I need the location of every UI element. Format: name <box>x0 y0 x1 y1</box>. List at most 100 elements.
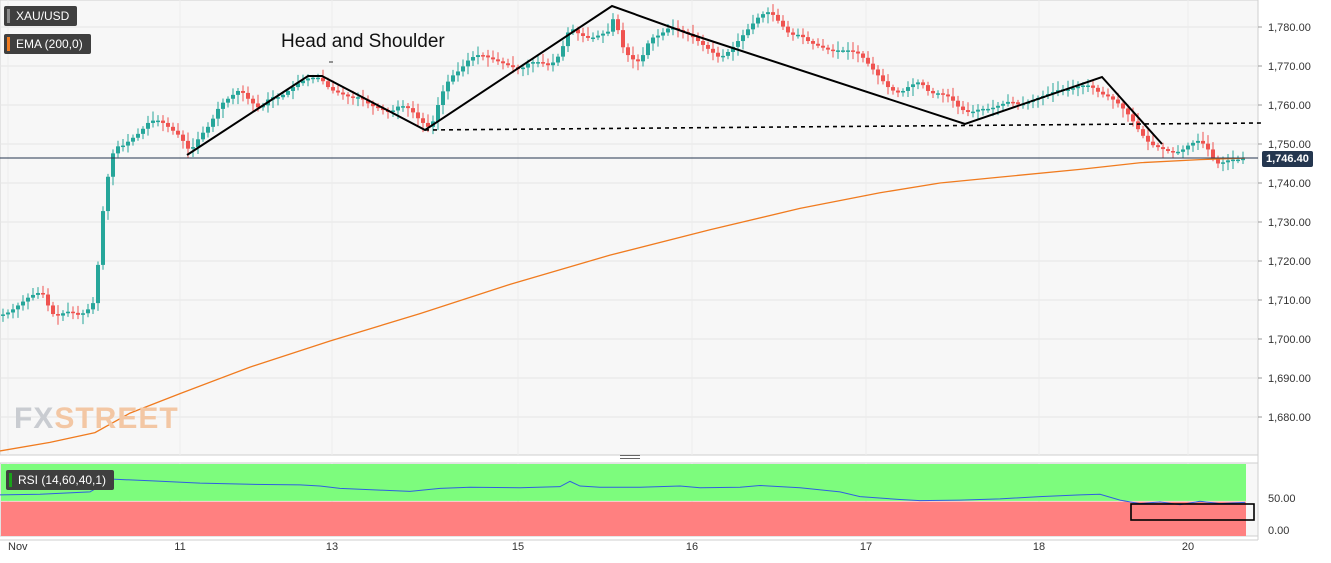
candle-body <box>1011 101 1015 104</box>
ema-legend-text: EMA (200,0) <box>16 37 83 51</box>
candle-body <box>696 37 700 42</box>
candle-body <box>241 90 245 93</box>
candle-body <box>791 32 795 35</box>
price-tick-label: 1,740.00 <box>1268 178 1311 190</box>
pane-resize-handle[interactable] <box>620 455 640 461</box>
candle-body <box>596 35 600 38</box>
candle-body <box>1186 145 1190 150</box>
candle-body <box>1076 86 1080 89</box>
pattern-annotation: Head and Shoulder <box>281 31 445 52</box>
candle-body <box>296 83 300 88</box>
price-tick-label: 1,720.00 <box>1268 256 1311 268</box>
candle-body <box>166 122 170 127</box>
rsi-oversold-zone <box>1 501 1246 536</box>
candle-body <box>1146 135 1150 142</box>
candle-body <box>331 87 335 91</box>
candle-body <box>501 61 505 64</box>
candle-body <box>291 87 295 91</box>
candle-body <box>756 17 760 24</box>
candle-body <box>481 55 485 57</box>
candle-body <box>471 57 475 61</box>
candle-body <box>846 50 850 52</box>
candle-body <box>136 133 140 138</box>
candle-body <box>771 12 775 15</box>
candle-body <box>346 94 350 97</box>
candle-body <box>861 53 865 58</box>
candle-body <box>911 84 915 88</box>
candle-body <box>231 94 235 99</box>
candle-body <box>906 87 910 91</box>
time-tick-label: Nov <box>8 541 28 553</box>
candle-body <box>1006 101 1010 104</box>
candle-body <box>606 31 610 34</box>
candle-body <box>921 82 925 86</box>
candle-body <box>786 26 790 33</box>
candle-body <box>371 103 375 107</box>
candle-body <box>171 126 175 131</box>
candle-body <box>766 12 770 15</box>
time-tick-label: 15 <box>512 541 524 553</box>
candle-body <box>631 55 635 60</box>
candle-body <box>941 93 945 95</box>
candle-body <box>486 55 490 58</box>
candle-body <box>746 29 750 36</box>
candle-body <box>761 14 765 18</box>
candle-body <box>776 14 780 21</box>
price-tick-label: 1,680.00 <box>1268 412 1311 424</box>
candle-body <box>916 82 920 85</box>
candle-body <box>566 32 570 47</box>
candle-body <box>146 122 150 129</box>
candle-body <box>406 106 410 109</box>
candle-body <box>121 145 125 148</box>
candle-body <box>986 108 990 111</box>
candle-body <box>341 92 345 95</box>
rsi-swatch <box>9 473 12 487</box>
candle-body <box>961 106 965 111</box>
candle-body <box>626 47 630 56</box>
candle-body <box>866 57 870 64</box>
candle-body <box>1161 147 1165 150</box>
candle-body <box>981 108 985 111</box>
candle-body <box>926 85 930 91</box>
candle-body <box>1116 99 1120 104</box>
candle-body <box>51 305 55 315</box>
candle-body <box>416 112 420 119</box>
candle-body <box>871 63 875 70</box>
candle-body <box>451 75 455 82</box>
candle-body <box>1071 88 1075 90</box>
candle-body <box>461 66 465 72</box>
candle-body <box>546 63 550 66</box>
candle-body <box>576 29 580 34</box>
candle-body <box>1211 149 1215 159</box>
candle-body <box>751 23 755 30</box>
candle-body <box>491 57 495 60</box>
candle-body <box>1001 103 1005 106</box>
candle-body <box>31 294 35 298</box>
candle-body <box>936 93 940 95</box>
candle-body <box>591 37 595 40</box>
rsi-line <box>0 478 1246 506</box>
candle-body <box>721 55 725 58</box>
time-tick-label: 11 <box>174 541 185 553</box>
candle-body <box>611 19 615 32</box>
rsi-legend-text: RSI (14,60,40,1) <box>18 473 107 487</box>
candle-body <box>466 60 470 67</box>
candle-body <box>131 137 135 142</box>
watermark-part1: FX <box>14 402 55 435</box>
candle-body <box>531 62 535 64</box>
candle-body <box>996 105 1000 108</box>
candle-body <box>661 32 665 36</box>
candle-body <box>971 111 975 114</box>
candle-body <box>876 69 880 76</box>
candle-body <box>1136 121 1140 130</box>
candle-body <box>1151 141 1155 146</box>
candle-body <box>226 98 230 103</box>
candle-body <box>306 78 310 81</box>
price-pane[interactable] <box>0 0 1259 456</box>
candle-body <box>111 153 115 177</box>
candle-body <box>301 80 305 84</box>
symbol-text: XAU/USD <box>16 9 70 23</box>
ema-line <box>0 157 1246 452</box>
candle-body <box>71 311 75 314</box>
